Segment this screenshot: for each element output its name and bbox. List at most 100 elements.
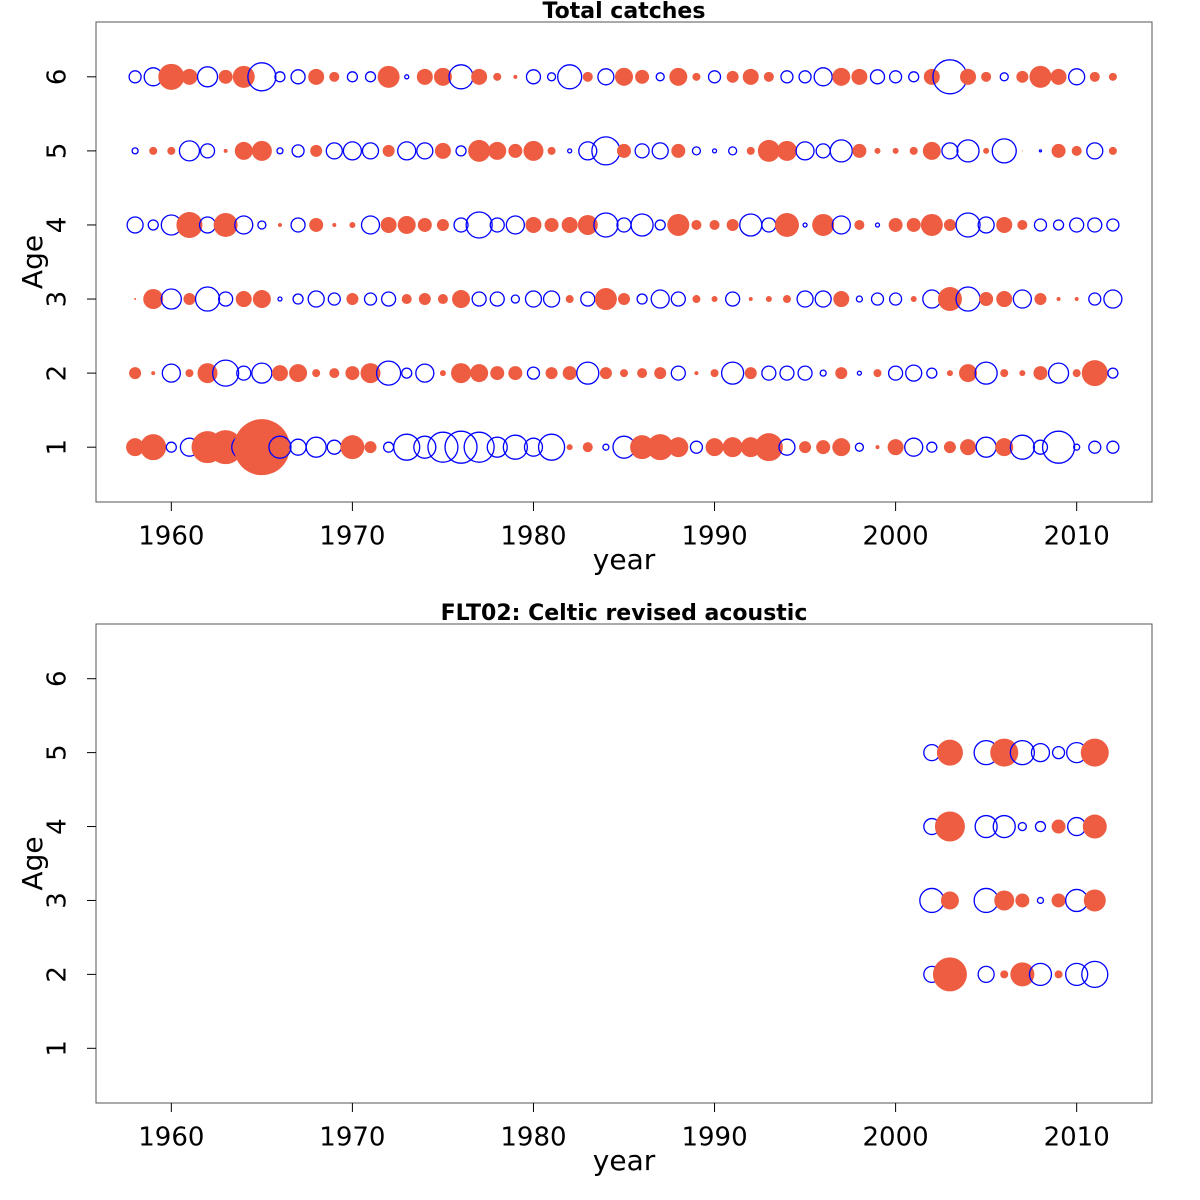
y-tick-label: 4 bbox=[43, 818, 73, 835]
negative-bubble bbox=[567, 148, 573, 154]
negative-bubble bbox=[819, 369, 827, 377]
y-tick-label: 2 bbox=[43, 966, 73, 983]
positive-bubble bbox=[151, 371, 156, 376]
positive-bubble bbox=[873, 369, 882, 378]
negative-bubble bbox=[325, 142, 343, 160]
negative-bubble bbox=[147, 219, 159, 231]
negative-bubble bbox=[795, 141, 815, 161]
negative-bubble bbox=[654, 219, 666, 231]
positive-bubble bbox=[1051, 819, 1066, 834]
negative-bubble bbox=[798, 70, 812, 84]
positive-bubble bbox=[181, 68, 198, 85]
negative-bubble bbox=[869, 69, 886, 85]
negative-bubble bbox=[602, 443, 610, 451]
positive-bubble bbox=[765, 296, 772, 303]
negative-bubble bbox=[489, 217, 505, 233]
negative-bubble bbox=[1033, 218, 1048, 232]
positive-bubble bbox=[782, 295, 791, 304]
positive-bubble bbox=[349, 221, 356, 228]
negative-bubble bbox=[416, 142, 434, 160]
positive-bubble bbox=[983, 147, 990, 154]
positive-bubble bbox=[251, 140, 272, 161]
positive-bubble bbox=[134, 298, 137, 301]
negative-bubble bbox=[999, 72, 1009, 82]
negative-bubble bbox=[524, 290, 543, 308]
positive-bubble bbox=[692, 295, 701, 304]
positive-bubble bbox=[746, 146, 755, 155]
negative-bubble bbox=[165, 441, 177, 453]
positive-bubble bbox=[774, 212, 799, 237]
positive-bubble bbox=[126, 438, 145, 457]
negative-bubble bbox=[360, 215, 381, 235]
negative-bubble bbox=[991, 138, 1017, 164]
x-axis-label: year bbox=[593, 1144, 656, 1177]
negative-bubble bbox=[651, 142, 669, 160]
positive-bubble bbox=[329, 368, 340, 379]
positive-bubble bbox=[620, 369, 628, 378]
negative-bubble bbox=[1106, 218, 1120, 232]
y-tick-label: 6 bbox=[43, 69, 73, 86]
negative-bubble bbox=[576, 361, 600, 385]
positive-bubble bbox=[1054, 970, 1063, 979]
positive-bubble bbox=[710, 369, 719, 378]
positive-bubble bbox=[470, 364, 489, 383]
negative-bubble bbox=[908, 71, 920, 83]
y-tick-label: 1 bbox=[43, 439, 73, 456]
positive-bubble bbox=[932, 957, 967, 992]
negative-bubble bbox=[217, 291, 234, 307]
negative-bubble bbox=[977, 965, 995, 984]
negative-bubble bbox=[974, 814, 998, 839]
positive-bubble bbox=[744, 367, 757, 380]
positive-bubble bbox=[140, 434, 167, 461]
negative-bubble bbox=[557, 64, 583, 90]
negative-bubble bbox=[1069, 217, 1085, 233]
positive-bubble bbox=[835, 367, 848, 380]
negative-bubble bbox=[537, 433, 566, 461]
positive-bubble bbox=[223, 148, 228, 153]
negative-bubble bbox=[199, 143, 216, 159]
x-tick-label: 2010 bbox=[1044, 1123, 1110, 1153]
positive-bubble bbox=[910, 296, 917, 303]
positive-bubble bbox=[726, 218, 739, 231]
negative-bubble bbox=[268, 435, 292, 459]
negative-bubble bbox=[161, 363, 181, 383]
negative-bubble bbox=[977, 216, 995, 234]
negative-bubble bbox=[510, 294, 521, 304]
negative-bubble bbox=[375, 360, 402, 386]
positive-bubble bbox=[340, 435, 365, 460]
positive-bubble bbox=[1074, 297, 1079, 302]
x-tick-label: 1990 bbox=[681, 522, 747, 552]
negative-bubble bbox=[616, 217, 632, 233]
positive-bubble bbox=[332, 222, 337, 227]
negative-bubble bbox=[327, 292, 341, 306]
positive-bubble bbox=[493, 72, 502, 81]
positive-bubble bbox=[851, 68, 868, 85]
positive-bubble bbox=[754, 433, 783, 462]
positive-bubble bbox=[1029, 65, 1052, 88]
positive-bubble bbox=[705, 438, 724, 457]
positive-bubble bbox=[129, 367, 142, 380]
negative-bubble bbox=[1038, 149, 1043, 153]
positive-bubble bbox=[213, 212, 238, 237]
y-tick-label: 5 bbox=[43, 744, 73, 761]
positive-bubble bbox=[232, 65, 255, 88]
positive-bubble bbox=[1051, 893, 1066, 908]
negative-bubble bbox=[290, 217, 306, 233]
negative-bubble bbox=[1028, 962, 1053, 987]
negative-bubble bbox=[471, 291, 487, 307]
positive-bubble bbox=[615, 67, 633, 86]
positive-bubble bbox=[635, 69, 650, 84]
negative-bubble bbox=[813, 67, 833, 87]
negative-bubble bbox=[1009, 739, 1036, 766]
negative-bubble bbox=[1107, 367, 1119, 379]
positive-bubble bbox=[1000, 369, 1009, 378]
positive-bubble bbox=[740, 437, 761, 458]
negative-bubble bbox=[546, 72, 557, 82]
positive-bubble bbox=[906, 217, 921, 232]
negative-bubble bbox=[711, 148, 718, 154]
positive-bubble bbox=[577, 214, 598, 235]
positive-bubble bbox=[920, 213, 943, 236]
positive-bubble bbox=[513, 74, 518, 79]
negative-bubble bbox=[689, 440, 704, 454]
